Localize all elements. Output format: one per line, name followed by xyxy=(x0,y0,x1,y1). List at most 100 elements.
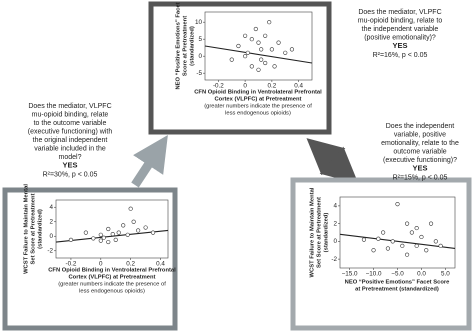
data-point xyxy=(385,246,391,251)
question-text: the independent variable xyxy=(362,26,439,33)
data-point xyxy=(113,237,118,242)
data-point xyxy=(245,50,250,55)
x-tick-label: −15.0 xyxy=(342,271,358,278)
data-point xyxy=(249,64,254,69)
answer: YES xyxy=(392,41,407,50)
y-tick-label: 10 xyxy=(195,19,203,26)
x-tick-label: 0.4 xyxy=(156,261,165,268)
data-point xyxy=(125,232,130,237)
x-tick-label: −10.0 xyxy=(366,271,382,278)
y-axis-label: (standardized) xyxy=(38,209,44,249)
data-point xyxy=(376,236,381,241)
y-tick-label: -2 xyxy=(47,247,53,254)
x-axis-label: Cortex (VLPFC) at Pretreatment xyxy=(215,97,302,103)
question-text: (positive emotionality)? xyxy=(364,34,436,41)
x-tick-label: -0.2 xyxy=(66,261,77,268)
data-point xyxy=(229,57,234,62)
y-tick-label: 2 xyxy=(333,220,337,227)
y-axis-label: Score at Pretreatment xyxy=(183,16,189,76)
question-text: (executive functioning)? xyxy=(383,157,457,164)
data-point xyxy=(263,60,268,66)
x-tick-label: 0 xyxy=(99,261,103,268)
arrow xyxy=(131,134,168,188)
data-point xyxy=(110,231,115,237)
data-point xyxy=(150,230,156,235)
question-text: variable, positive xyxy=(394,131,446,138)
y-axis-label: (standardized) xyxy=(324,213,330,253)
data-point xyxy=(409,230,414,235)
data-point xyxy=(91,236,96,241)
data-point xyxy=(361,237,367,242)
x-axis-label: at Pretreatment (standardized) xyxy=(355,287,439,293)
trend-line xyxy=(204,45,313,64)
data-point xyxy=(236,43,241,49)
question-text: emotionality, relate to the xyxy=(381,140,459,147)
x-tick-label: 0.2 xyxy=(267,83,276,90)
statistic: R²=15%, p < 0.05 xyxy=(393,174,448,181)
data-point xyxy=(256,67,261,72)
data-point xyxy=(381,230,386,235)
data-point xyxy=(98,238,103,243)
question-text: Does the independent xyxy=(386,123,455,130)
y-axis-label: WCST Failure to Maintain Mental xyxy=(24,184,30,274)
data-point xyxy=(267,20,272,25)
data-point xyxy=(404,252,410,257)
y-axis-label: Set Score at Pretreatment xyxy=(317,197,323,268)
panel-frame xyxy=(148,1,332,135)
data-point xyxy=(143,225,148,230)
x-tick-label: 0.2 xyxy=(126,261,135,268)
x-tick-label: -0.2 xyxy=(213,83,224,90)
x-tick-label: −5.0 xyxy=(391,271,404,278)
data-point xyxy=(414,225,419,231)
plot-area xyxy=(55,199,169,259)
x-tick-label: 0.4 xyxy=(294,83,303,90)
x-tick-label: 0.0 xyxy=(417,271,426,278)
question-text: Does the mediator, VLPFC xyxy=(28,103,111,110)
x-axis-label: CFN Opioid Binding in Ventrolateral Pref… xyxy=(194,90,322,96)
data-point xyxy=(106,226,111,232)
data-point xyxy=(400,243,405,248)
data-point xyxy=(414,243,419,248)
data-point xyxy=(249,37,254,42)
data-point xyxy=(428,221,434,226)
data-point xyxy=(68,237,74,242)
y-tick-label: 2 xyxy=(49,218,53,225)
data-point xyxy=(269,47,274,52)
y-tick-label: -2 xyxy=(331,256,337,263)
question-text: variable included in the xyxy=(34,145,106,152)
data-point xyxy=(98,232,103,237)
statistic: R²=30%, p < 0.05 xyxy=(43,171,98,178)
y-tick-label: -5 xyxy=(196,70,202,77)
y-tick-label: 4 xyxy=(333,203,337,210)
x-axis-note: (greater numbers indicate the presence o… xyxy=(204,104,312,110)
data-point xyxy=(83,230,88,235)
x-tick-label: 0 xyxy=(243,83,247,90)
data-point xyxy=(136,228,141,233)
y-tick-label: 5 xyxy=(198,36,202,43)
question-text: mu-opioid binding, relate to xyxy=(358,17,443,24)
data-point xyxy=(243,33,248,38)
y-axis-label: (standardized) xyxy=(190,26,196,66)
data-point xyxy=(424,248,429,253)
data-point xyxy=(263,33,268,38)
panel-frame xyxy=(290,177,472,331)
y-tick-label: 0 xyxy=(333,238,337,245)
y-tick-label: 0 xyxy=(198,53,202,60)
data-point xyxy=(259,47,264,52)
data-point xyxy=(116,230,121,235)
trend-line xyxy=(55,229,169,243)
y-tick-label: 0 xyxy=(49,233,53,240)
data-point xyxy=(276,40,281,45)
data-point xyxy=(390,239,395,244)
data-point xyxy=(404,221,410,226)
data-point xyxy=(395,202,400,207)
data-point xyxy=(272,64,277,69)
data-point xyxy=(128,206,133,211)
data-point xyxy=(121,223,126,228)
x-axis-note: less endogenous opioids) xyxy=(79,289,145,295)
answer: YES xyxy=(62,160,77,169)
double-arrow xyxy=(306,138,359,184)
data-point xyxy=(289,47,295,52)
x-axis-label: NEO “Positive Emotions” Facet Score xyxy=(345,280,450,286)
